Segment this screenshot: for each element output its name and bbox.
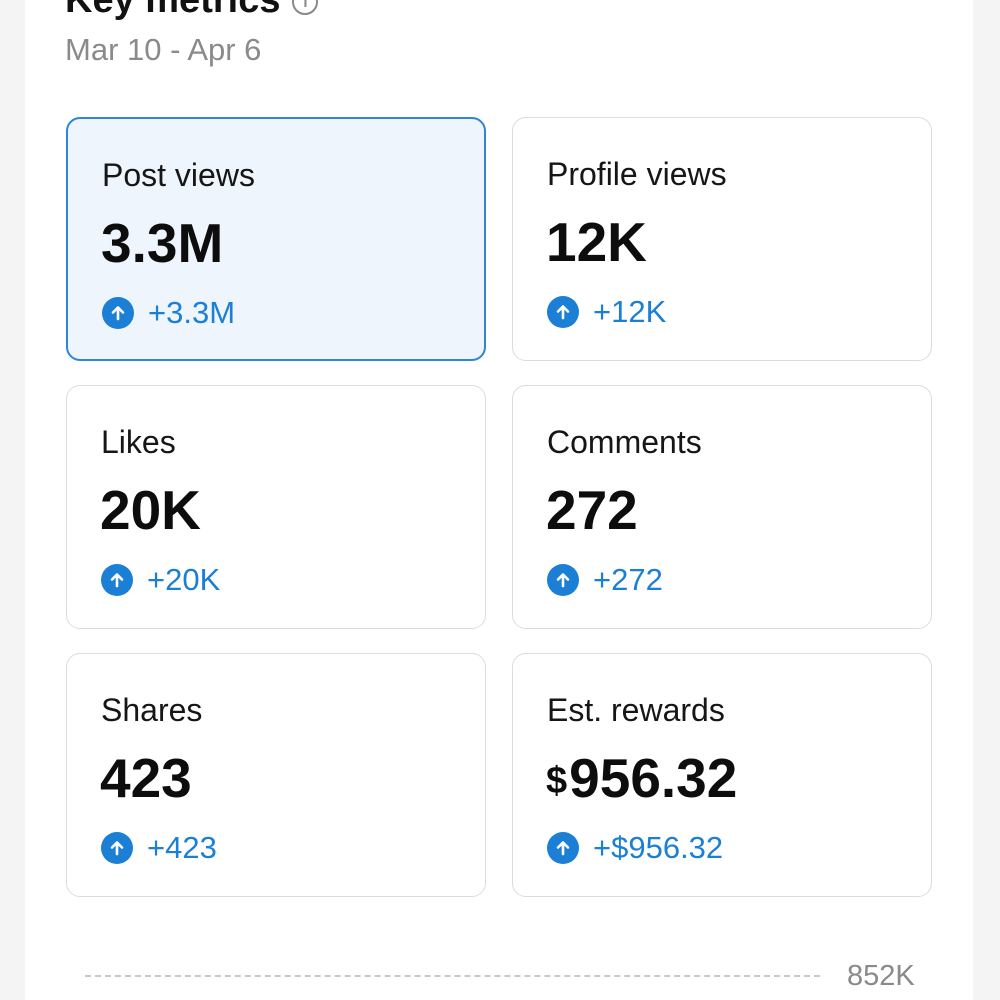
arrow-up-circle-icon xyxy=(547,832,579,864)
metric-delta: +$956.32 xyxy=(547,828,723,868)
metric-delta-text: +423 xyxy=(147,830,217,865)
metric-label: Likes xyxy=(101,424,176,460)
metric-delta: +272 xyxy=(547,560,663,600)
metric-value: 12K xyxy=(546,211,647,273)
chart-y-tick-label: 852K xyxy=(847,960,915,992)
metric-card-comments[interactable]: Comments 272 +272 xyxy=(512,385,932,629)
arrow-up-circle-icon xyxy=(547,564,579,596)
metric-label: Post views xyxy=(102,157,255,193)
metric-value: $956.32 xyxy=(546,746,737,813)
metric-value: 272 xyxy=(546,479,638,541)
metric-delta-text: +3.3M xyxy=(148,295,236,330)
arrow-up-circle-icon xyxy=(101,832,133,864)
metric-label: Comments xyxy=(547,424,702,460)
metric-label: Est. rewards xyxy=(547,692,725,728)
metric-value: 423 xyxy=(100,747,192,809)
metric-delta: +3.3M xyxy=(102,293,235,333)
date-range[interactable]: Mar 10 - Apr 6 xyxy=(65,32,262,67)
metric-delta-text: +$956.32 xyxy=(593,830,724,865)
metric-delta-text: +272 xyxy=(593,562,663,597)
arrow-up-circle-icon xyxy=(547,296,579,328)
currency-symbol: $ xyxy=(546,760,568,802)
page-title: Key metrics xyxy=(65,0,281,21)
arrow-up-circle-icon xyxy=(101,564,133,596)
metric-value: 3.3M xyxy=(101,212,224,274)
metric-label: Profile views xyxy=(547,156,727,192)
metric-card-est-rewards[interactable]: Est. rewards $956.32 +$956.32 xyxy=(512,653,932,897)
metric-delta-text: +12K xyxy=(593,294,667,329)
chart-preview: 852K xyxy=(85,958,965,998)
title-row: Key metrics i xyxy=(65,0,319,22)
metric-card-likes[interactable]: Likes 20K +20K xyxy=(66,385,486,629)
metric-delta: +423 xyxy=(101,828,217,868)
arrow-up-circle-icon xyxy=(102,297,134,329)
key-metrics-panel: Key metrics i Mar 10 - Apr 6 Post views … xyxy=(25,0,973,1000)
metric-value: 20K xyxy=(100,479,201,541)
metric-card-profile-views[interactable]: Profile views 12K +12K xyxy=(512,117,932,361)
metric-value-amount: 956.32 xyxy=(569,747,738,809)
metric-delta-text: +20K xyxy=(147,562,221,597)
metric-delta: +12K xyxy=(547,292,666,332)
metric-card-post-views[interactable]: Post views 3.3M +3.3M xyxy=(66,117,486,361)
metric-delta: +20K xyxy=(101,560,220,600)
metric-label: Shares xyxy=(101,692,203,728)
metric-card-shares[interactable]: Shares 423 +423 xyxy=(66,653,486,897)
chart-gridline xyxy=(85,975,820,977)
info-icon[interactable]: i xyxy=(292,0,319,15)
